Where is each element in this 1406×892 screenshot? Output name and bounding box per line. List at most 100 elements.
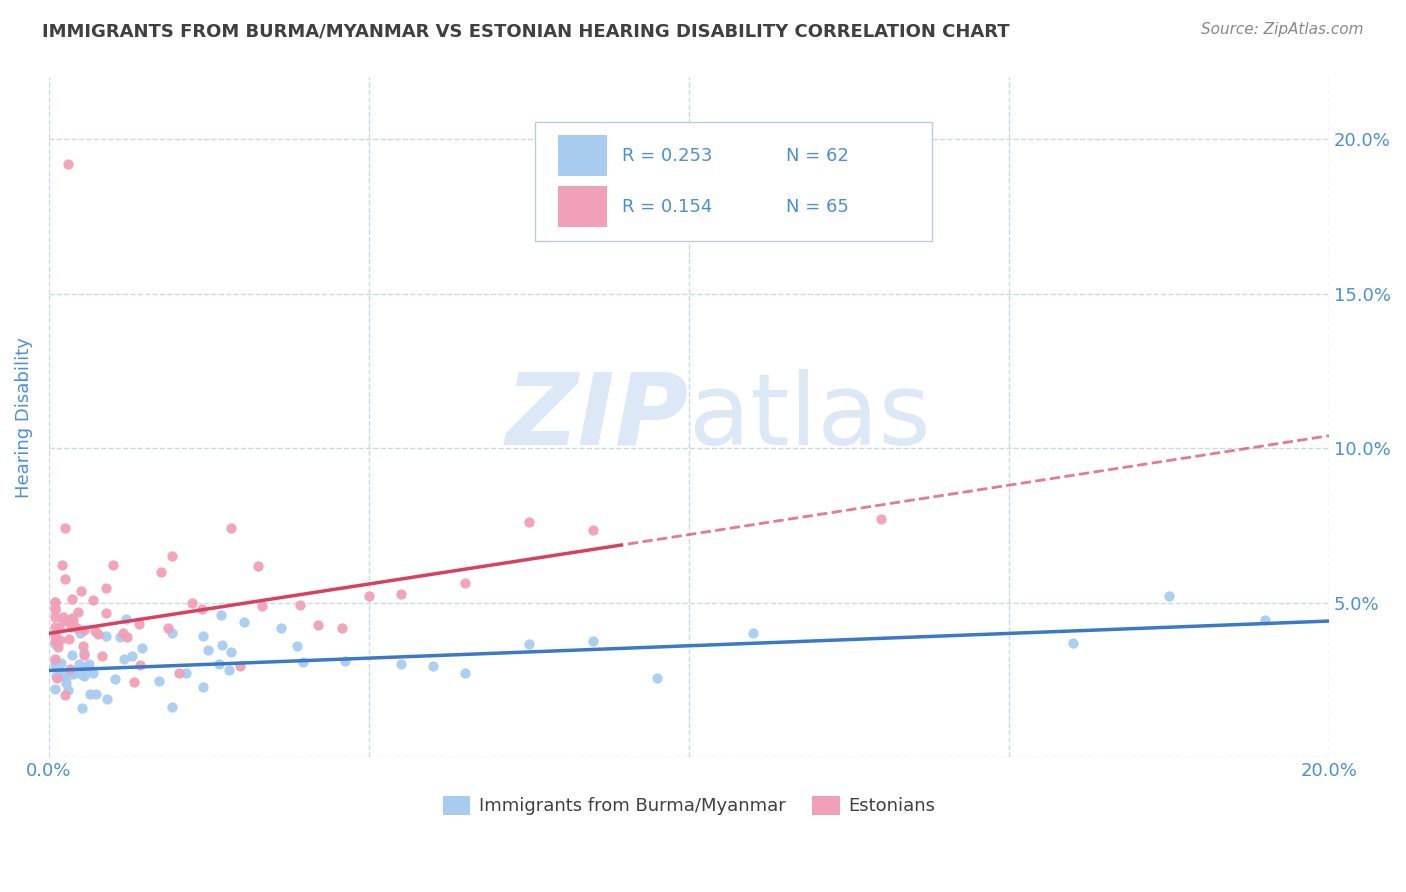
- Point: [69, 625, 91, 640]
- Point: [422, 658, 444, 673]
- Point: [160, 700, 183, 714]
- Point: [72, 640, 94, 654]
- Point: [58, 682, 80, 697]
- Point: [174, 666, 197, 681]
- Legend: Immigrants from Burma/Myanmar, Estonians: Immigrants from Burma/Myanmar, Estonians: [436, 789, 943, 822]
- Point: [112, 651, 135, 665]
- Point: [156, 621, 179, 635]
- Point: [454, 666, 477, 681]
- Point: [70, 583, 93, 598]
- Point: [645, 671, 668, 685]
- Point: [291, 655, 314, 669]
- Point: [193, 630, 215, 644]
- Point: [91, 649, 114, 664]
- Point: [44, 657, 66, 672]
- Point: [56, 157, 79, 171]
- Point: [389, 657, 412, 672]
- Point: [96, 692, 118, 706]
- Point: [62, 614, 84, 628]
- Point: [72, 646, 94, 660]
- Point: [79, 687, 101, 701]
- Point: [247, 558, 270, 573]
- Point: [53, 688, 76, 702]
- Point: [94, 629, 117, 643]
- FancyBboxPatch shape: [558, 136, 607, 176]
- Point: [76, 659, 98, 673]
- Point: [117, 630, 139, 644]
- Point: [229, 659, 252, 673]
- Point: [44, 682, 66, 697]
- Point: [53, 572, 76, 586]
- Point: [44, 655, 66, 669]
- Point: [870, 512, 893, 526]
- Point: [233, 615, 256, 629]
- Point: [307, 617, 329, 632]
- Point: [51, 669, 73, 683]
- Text: atlas: atlas: [689, 368, 931, 466]
- Text: Source: ZipAtlas.com: Source: ZipAtlas.com: [1201, 22, 1364, 37]
- Point: [44, 603, 66, 617]
- Point: [270, 622, 292, 636]
- Point: [55, 671, 77, 685]
- Point: [44, 620, 66, 634]
- Point: [333, 654, 356, 668]
- Point: [73, 660, 96, 674]
- Point: [219, 644, 242, 658]
- Point: [53, 521, 76, 535]
- Point: [115, 612, 138, 626]
- Point: [191, 680, 214, 694]
- Point: [167, 666, 190, 681]
- Point: [252, 599, 274, 613]
- Point: [160, 549, 183, 563]
- Point: [219, 521, 242, 535]
- Point: [53, 665, 76, 680]
- Point: [121, 649, 143, 664]
- Point: [208, 657, 231, 672]
- Text: R = 0.154: R = 0.154: [623, 197, 713, 216]
- Point: [101, 558, 124, 572]
- Point: [44, 652, 66, 666]
- Point: [111, 626, 134, 640]
- Point: [87, 627, 110, 641]
- Point: [84, 688, 107, 702]
- Point: [44, 601, 66, 615]
- Point: [330, 622, 353, 636]
- Point: [59, 662, 82, 676]
- Point: [389, 587, 412, 601]
- Point: [582, 634, 605, 648]
- Point: [1254, 613, 1277, 627]
- Point: [48, 622, 70, 636]
- Point: [191, 602, 214, 616]
- Point: [84, 624, 107, 638]
- Point: [67, 657, 90, 671]
- Point: [60, 592, 83, 607]
- Point: [60, 648, 83, 663]
- Point: [454, 576, 477, 591]
- Point: [128, 617, 150, 632]
- Point: [197, 643, 219, 657]
- Point: [104, 673, 127, 687]
- Point: [62, 665, 84, 679]
- Point: [58, 613, 80, 627]
- Point: [60, 620, 83, 634]
- Point: [285, 640, 308, 654]
- Point: [148, 673, 170, 688]
- Point: [70, 700, 93, 714]
- Point: [149, 566, 172, 580]
- Point: [129, 658, 152, 673]
- Point: [517, 637, 540, 651]
- Point: [44, 610, 66, 624]
- Point: [122, 675, 145, 690]
- FancyBboxPatch shape: [558, 186, 607, 227]
- Point: [209, 607, 232, 622]
- FancyBboxPatch shape: [536, 121, 932, 241]
- Y-axis label: Hearing Disability: Hearing Disability: [15, 337, 32, 498]
- Point: [51, 558, 73, 573]
- Point: [211, 638, 233, 652]
- Point: [44, 628, 66, 642]
- Point: [96, 607, 118, 621]
- Point: [131, 640, 153, 655]
- Point: [62, 666, 84, 681]
- Point: [44, 637, 66, 651]
- Point: [357, 589, 380, 603]
